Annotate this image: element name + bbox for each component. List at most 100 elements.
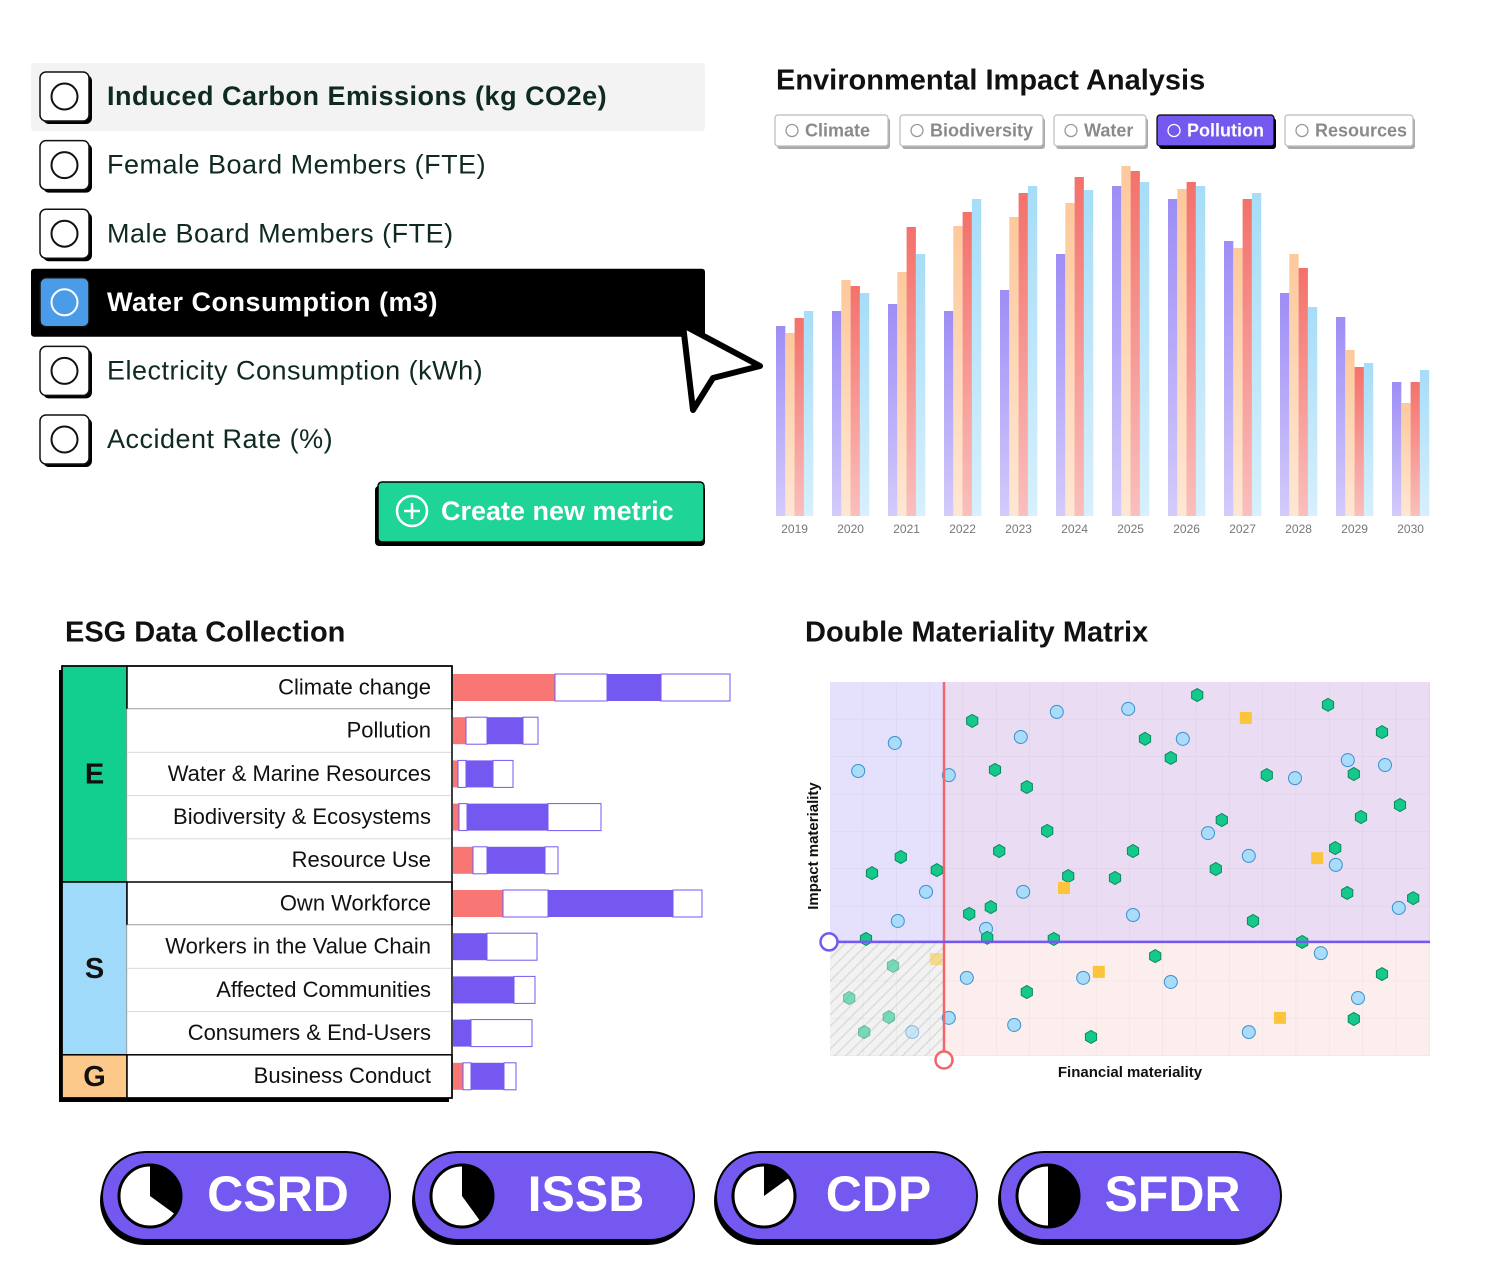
point-hexagon[interactable]	[1191, 688, 1204, 703]
point-circle[interactable]	[890, 913, 905, 928]
point-circle[interactable]	[1288, 771, 1302, 786]
point-hexagon[interactable]	[886, 958, 900, 973]
tab[interactable]	[899, 114, 1044, 147]
point-hexagon[interactable]	[1062, 869, 1075, 884]
point-hexagon[interactable]	[1393, 797, 1407, 813]
create-button-label[interactable]: Create new metric	[441, 496, 674, 526]
point-circle[interactable]	[1340, 753, 1355, 768]
point-hexagon[interactable]	[1209, 861, 1222, 877]
point-hexagon[interactable]	[1149, 949, 1162, 964]
point-hexagon[interactable]	[1260, 768, 1273, 783]
point-circle[interactable]	[1121, 701, 1136, 716]
point-circle[interactable]	[1313, 946, 1328, 961]
point-hexagon[interactable]	[1341, 885, 1354, 900]
tab-label[interactable]: Water	[1084, 120, 1133, 140]
point-square[interactable]	[1058, 882, 1070, 895]
framework-label[interactable]: CDP	[826, 1166, 932, 1222]
impact-bar-fade	[1280, 293, 1290, 516]
tab-label[interactable]: Climate	[805, 120, 870, 140]
point-hexagon[interactable]	[843, 990, 856, 1006]
esg-bar-segment	[453, 760, 458, 788]
tab-label[interactable]: Pollution	[1187, 120, 1264, 140]
point-circle[interactable]	[1007, 1017, 1022, 1032]
metric-row-selected[interactable]	[31, 268, 705, 337]
point-hexagon[interactable]	[930, 863, 943, 878]
point-hexagon[interactable]	[966, 713, 979, 728]
point-hexagon[interactable]	[1108, 870, 1122, 886]
point-hexagon[interactable]	[1321, 697, 1335, 712]
point-hexagon[interactable]	[1347, 766, 1360, 782]
point-circle[interactable]	[1076, 970, 1091, 985]
tab-label[interactable]: Biodiversity	[930, 120, 1033, 140]
point-circle[interactable]	[1241, 1025, 1256, 1040]
point-circle[interactable]	[1241, 848, 1256, 863]
point-circle[interactable]	[1201, 826, 1215, 841]
point-hexagon[interactable]	[1164, 750, 1177, 765]
point-hexagon[interactable]	[1407, 891, 1420, 906]
threshold-financial-handle[interactable]	[934, 1050, 954, 1070]
point-hexagon[interactable]	[882, 1010, 895, 1025]
point-hexagon[interactable]	[988, 762, 1002, 777]
point-hexagon[interactable]	[963, 906, 976, 921]
point-hexagon[interactable]	[1041, 823, 1054, 838]
point-hexagon[interactable]	[1375, 967, 1389, 982]
point-hexagon[interactable]	[1246, 913, 1260, 929]
tab[interactable]	[1284, 114, 1414, 147]
point-square[interactable]	[930, 953, 943, 966]
point-square[interactable]	[1274, 1011, 1286, 1024]
framework-label[interactable]: SFDR	[1104, 1166, 1240, 1222]
point-circle[interactable]	[1328, 857, 1343, 872]
framework-pill[interactable]	[101, 1151, 391, 1241]
threshold-impact-handle[interactable]	[819, 932, 839, 952]
point-circle[interactable]	[1391, 900, 1406, 915]
point-circle[interactable]	[851, 764, 866, 779]
point-hexagon[interactable]	[894, 849, 907, 865]
tab[interactable]	[774, 114, 889, 147]
point-circle[interactable]	[919, 884, 933, 899]
point-hexagon[interactable]	[858, 1025, 871, 1040]
point-circle[interactable]	[941, 1010, 956, 1025]
point-hexagon[interactable]	[865, 866, 879, 881]
x-tick-label: 2026	[1173, 522, 1200, 536]
point-circle[interactable]	[887, 735, 902, 750]
point-circle[interactable]	[905, 1025, 920, 1040]
point-hexagon[interactable]	[1084, 1029, 1098, 1044]
point-hexagon[interactable]	[1138, 731, 1152, 746]
progress-wedge	[150, 1165, 181, 1215]
point-circle[interactable]	[1351, 991, 1365, 1006]
point-hexagon[interactable]	[993, 843, 1006, 859]
point-hexagon[interactable]	[859, 931, 873, 946]
framework-label[interactable]: CSRD	[207, 1166, 349, 1222]
point-circle[interactable]	[1378, 758, 1392, 773]
point-hexagon[interactable]	[1215, 812, 1228, 828]
point-circle[interactable]	[1163, 974, 1178, 989]
esg-title: ESG Data Collection	[65, 617, 345, 649]
metric-row-hovered[interactable]	[31, 63, 705, 131]
point-hexagon[interactable]	[1020, 780, 1033, 795]
framework-label[interactable]: ISSB	[528, 1166, 645, 1222]
point-circle[interactable]	[959, 970, 974, 985]
point-square[interactable]	[1239, 711, 1252, 724]
point-circle[interactable]	[1049, 704, 1064, 719]
point-circle[interactable]	[1013, 729, 1028, 744]
esg-bar-segment	[453, 803, 459, 831]
tab-label[interactable]: Resources	[1315, 120, 1407, 140]
tab[interactable]	[1053, 114, 1147, 147]
point-circle[interactable]	[1175, 731, 1190, 746]
point-circle[interactable]	[941, 768, 956, 783]
point-hexagon[interactable]	[1354, 809, 1368, 825]
point-square[interactable]	[1311, 852, 1324, 865]
point-hexagon[interactable]	[1126, 843, 1140, 859]
point-hexagon[interactable]	[1020, 984, 1033, 1000]
point-circle[interactable]	[1016, 884, 1031, 899]
create-button[interactable]	[377, 481, 705, 543]
point-hexagon[interactable]	[1329, 841, 1342, 856]
point-circle[interactable]	[1126, 908, 1140, 923]
point-hexagon[interactable]	[1047, 931, 1060, 946]
point-square[interactable]	[1092, 965, 1105, 978]
point-hexagon[interactable]	[984, 900, 997, 915]
point-hexagon[interactable]	[1375, 725, 1389, 740]
tab-active[interactable]	[1156, 114, 1275, 147]
x-tick-label: 2027	[1229, 522, 1256, 536]
point-hexagon[interactable]	[1347, 1011, 1360, 1027]
